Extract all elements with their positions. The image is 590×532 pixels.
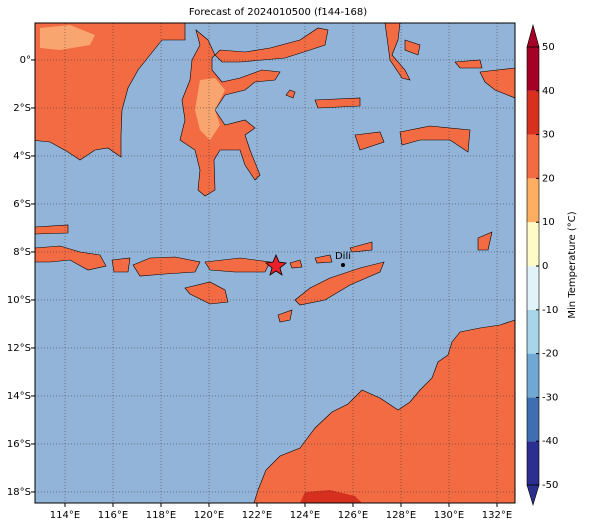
colorbar-extend-high: [526, 23, 540, 48]
markers: Dili: [265, 251, 351, 276]
colorbar-band: [527, 397, 539, 442]
colorbar-label: Min Temperature (°C): [567, 211, 578, 318]
x-tick-label: 128°E: [386, 510, 416, 521]
colorbar-tick-label: 10: [542, 217, 555, 228]
colorbar-band: [527, 266, 539, 310]
colorbar-band: [527, 222, 539, 266]
city-dot: [341, 263, 345, 267]
colorbar-tick-label: -20: [542, 349, 558, 360]
colorbar-band: [527, 178, 539, 223]
y-tick-label: 8°S: [13, 247, 31, 258]
colorbar-band: [527, 134, 539, 179]
land: [35, 23, 515, 503]
colorbar-tick-label: -40: [542, 436, 558, 447]
colorbar: -50 -40 -30 -20 -10 0 10 20 30 40 50: [526, 23, 558, 507]
x-tick-label: 132°E: [482, 510, 512, 521]
colorbar-tick-label: -30: [542, 392, 558, 403]
x-tick-label: 116°E: [98, 510, 128, 521]
y-tick-label: 6°S: [13, 199, 31, 210]
star-marker: [265, 253, 287, 276]
y-tick-label: 18°S: [7, 487, 31, 498]
y-tick-label: 4°S: [13, 151, 31, 162]
x-tick-label: 130°E: [434, 510, 464, 521]
y-tick-label: 10°S: [7, 295, 31, 306]
grid: [35, 23, 515, 503]
x-tick-label: 118°E: [146, 510, 176, 521]
colorbar-band: [527, 90, 539, 135]
map-frame: [34, 22, 516, 504]
city-label: Dili: [335, 251, 351, 262]
x-tick-label: 126°E: [338, 510, 368, 521]
x-tick-label: 122°E: [242, 510, 272, 521]
y-tick-label: 2°S: [13, 103, 31, 114]
colorbar-band: [527, 441, 539, 485]
colorbar-tick-label: 40: [542, 86, 555, 97]
colorbar-band: [527, 309, 539, 354]
colorbar-tick-label: -10: [542, 305, 558, 316]
x-tick-label: 114°E: [50, 510, 80, 521]
colorbar-band: [527, 47, 539, 91]
x-tick-label: 120°E: [194, 510, 224, 521]
colorbar-extend-low: [526, 484, 540, 507]
y-tick-label: 16°S: [7, 439, 31, 450]
colorbar-tick-label: 0: [542, 261, 548, 272]
y-tick-label: 14°S: [7, 391, 31, 402]
colorbar-tick-label: 20: [542, 173, 555, 184]
chart-title: Forecast of 2024010500 (f144-168): [189, 7, 367, 18]
y-tick-label: 0°: [20, 55, 31, 66]
colorbar-band: [527, 353, 539, 398]
colorbar-tick-label: 50: [542, 42, 555, 53]
colorbar-tick-label: 30: [542, 130, 555, 141]
colorbar-tick-label: -50: [542, 480, 558, 491]
x-tick-label: 124°E: [290, 510, 320, 521]
y-tick-label: 12°S: [7, 343, 31, 354]
